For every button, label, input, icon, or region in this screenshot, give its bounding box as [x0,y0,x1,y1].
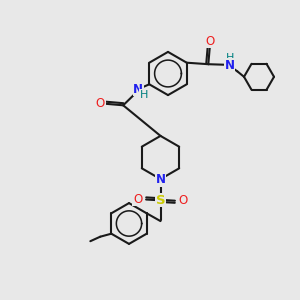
Text: H: H [226,53,234,63]
Text: O: O [133,193,142,206]
Text: O: O [179,194,188,208]
Text: N: N [225,59,235,72]
Text: N: N [155,173,166,186]
Text: O: O [96,97,105,110]
Text: H: H [140,89,148,100]
Text: N: N [133,83,143,96]
Text: S: S [156,194,165,207]
Text: O: O [205,35,214,48]
